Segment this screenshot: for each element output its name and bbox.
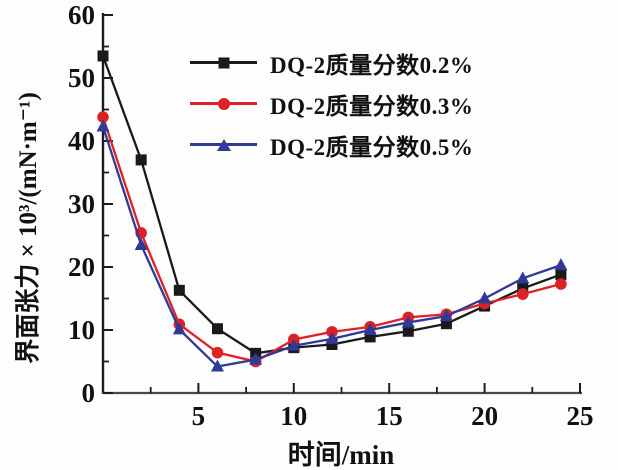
- marker-triangle: [325, 331, 339, 344]
- legend-item: DQ-2质量分数0.2%: [190, 42, 473, 83]
- marker-square: [97, 50, 109, 62]
- marker-triangle: [249, 352, 263, 365]
- marker-triangle: [478, 291, 492, 304]
- x-axis-title: 时间/min: [287, 440, 395, 470]
- legend-line-swatch: [190, 57, 257, 68]
- marker-triangle: [287, 338, 301, 351]
- marker-square: [326, 338, 338, 350]
- y-tick-label: 20: [68, 252, 95, 282]
- y-tick-label: 50: [68, 63, 95, 93]
- marker-square: [555, 269, 567, 281]
- marker-circle: [516, 288, 529, 300]
- x-tick-label: 15: [376, 401, 403, 431]
- legend-marker-triangle-icon: [216, 138, 231, 151]
- marker-triangle: [363, 323, 377, 335]
- legend-item: DQ-2质量分数0.3%: [190, 83, 473, 124]
- legend-item: DQ-2质量分数0.5%: [190, 124, 473, 165]
- x-tick-label: 25: [567, 401, 594, 431]
- marker-square: [440, 318, 452, 330]
- legend-label: DQ-2质量分数0.2%: [270, 52, 474, 78]
- y-tick-label: 60: [68, 0, 95, 30]
- marker-triangle: [401, 315, 415, 328]
- marker-square: [173, 284, 185, 296]
- marker-triangle: [554, 258, 568, 271]
- marker-square: [364, 331, 376, 343]
- marker-triangle: [439, 309, 453, 322]
- marker-circle: [97, 111, 109, 123]
- legend-marker-square-icon: [218, 57, 229, 68]
- marker-square: [135, 154, 147, 166]
- y-axis-title: 界面张力 × 10³/(mN·m⁻¹): [15, 92, 42, 364]
- x-tick-label: 20: [471, 401, 498, 431]
- marker-square: [402, 325, 414, 337]
- marker-triangle: [134, 237, 148, 250]
- legend-label: DQ-2质量分数0.5%: [270, 134, 474, 160]
- x-tick-label: 10: [280, 401, 307, 431]
- marker-circle: [555, 278, 567, 290]
- marker-triangle: [210, 359, 224, 372]
- x-tick-label: 5: [192, 401, 206, 431]
- y-tick-label: 30: [68, 189, 95, 219]
- marker-triangle: [516, 271, 530, 284]
- marker-triangle: [96, 119, 110, 132]
- y-tick-label: 0: [82, 378, 96, 408]
- marker-square: [211, 323, 223, 335]
- y-tick-label: 40: [68, 126, 95, 156]
- marker-triangle: [172, 322, 186, 335]
- series-2: [96, 119, 568, 372]
- legend-label: DQ-2质量分数0.3%: [270, 93, 474, 119]
- legend: DQ-2质量分数0.2% DQ-2质量分数0.3% DQ-2质量分数0.5%: [190, 42, 473, 165]
- legend-marker-circle-icon: [217, 97, 230, 110]
- legend-line-swatch: [190, 138, 257, 151]
- legend-line-swatch: [190, 97, 257, 110]
- marker-circle: [211, 346, 224, 359]
- y-tick-label: 10: [68, 315, 95, 345]
